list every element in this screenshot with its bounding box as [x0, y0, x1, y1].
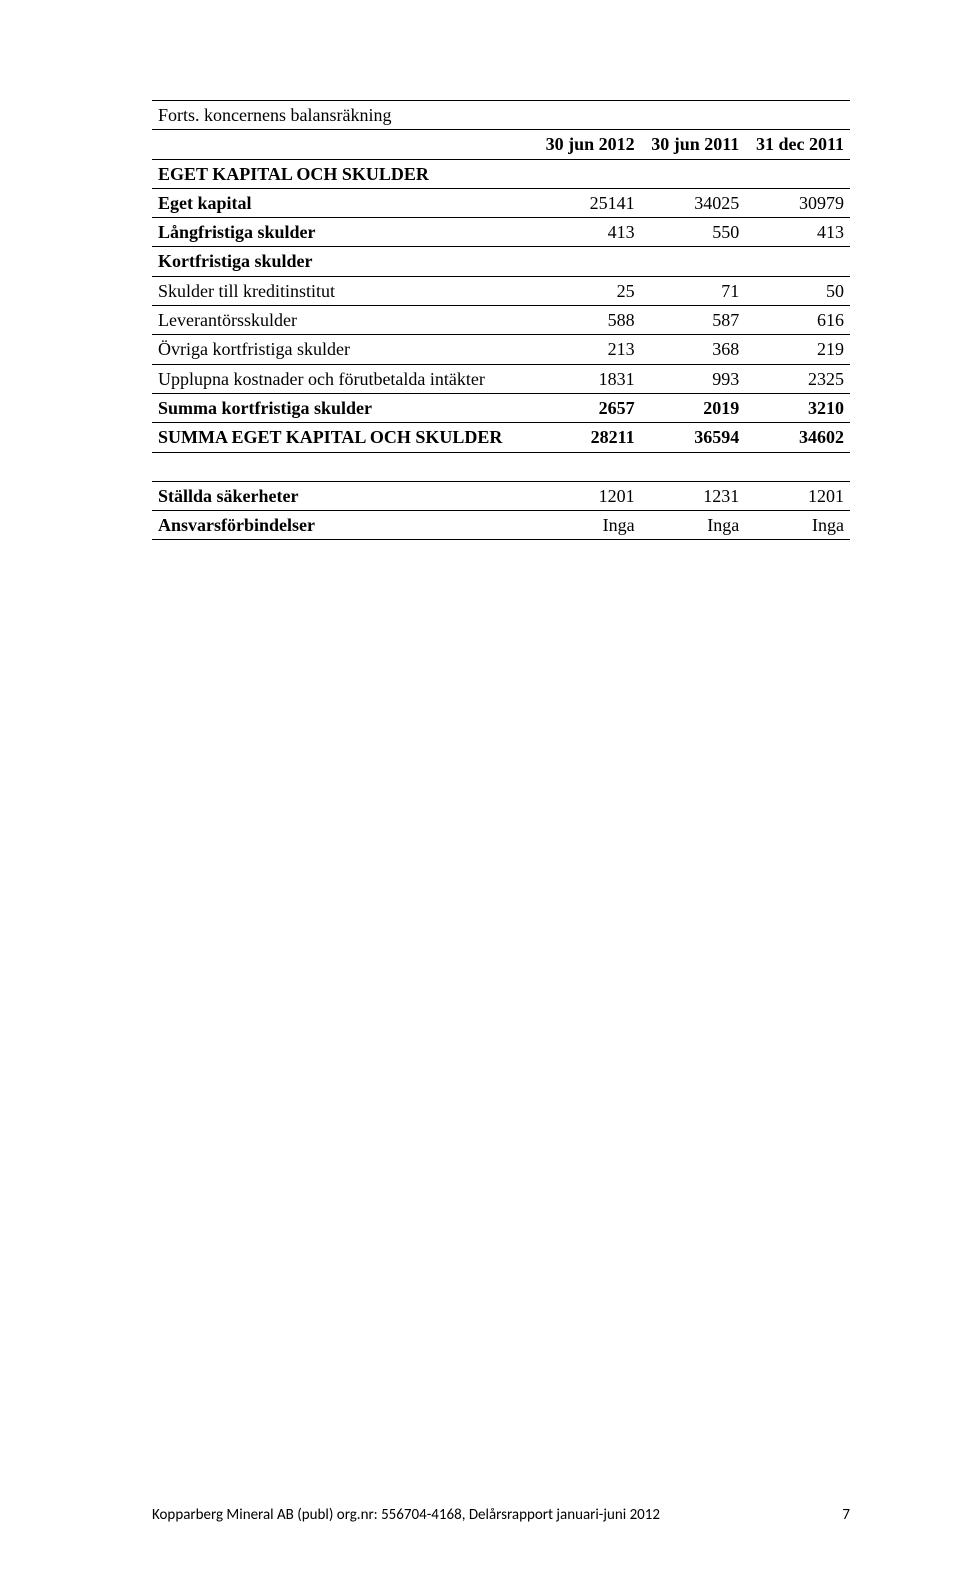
table-row: Skulder till kreditinstitut 25 71 50 [152, 276, 850, 305]
row-val: Inga [641, 511, 746, 540]
table-caption-row: Forts. koncernens balansräkning [152, 101, 850, 130]
row-val: 34025 [641, 188, 746, 217]
row-val: 368 [641, 335, 746, 364]
section-title-row: Kortfristiga skulder [152, 247, 850, 276]
row-val: 71 [641, 276, 746, 305]
row-val: Inga [745, 511, 850, 540]
section-title-1: EGET KAPITAL OCH SKULDER [152, 159, 536, 188]
row-label: Ställda säkerheter [152, 481, 536, 510]
page-container: Forts. koncernens balansräkning 30 jun 2… [0, 0, 960, 1580]
table-row: Långfristiga skulder 413 550 413 [152, 218, 850, 247]
table-row: Upplupna kostnader och förutbetalda intä… [152, 364, 850, 393]
header-col-1: 30 jun 2012 [536, 130, 641, 159]
summary-row: SUMMA EGET KAPITAL OCH SKULDER 28211 365… [152, 423, 850, 452]
row-val: 616 [745, 306, 850, 335]
row-val: 3210 [745, 393, 850, 422]
row-val: 588 [536, 306, 641, 335]
table-caption: Forts. koncernens balansräkning [152, 101, 536, 130]
row-val: 50 [745, 276, 850, 305]
row-val: 2325 [745, 364, 850, 393]
row-val: 993 [641, 364, 746, 393]
row-label: Ansvarsförbindelser [152, 511, 536, 540]
balance-table: Forts. koncernens balansräkning 30 jun 2… [152, 100, 850, 540]
row-val: 587 [641, 306, 746, 335]
row-val: 25 [536, 276, 641, 305]
table-row: Övriga kortfristiga skulder 213 368 219 [152, 335, 850, 364]
row-val: 213 [536, 335, 641, 364]
row-label: Eget kapital [152, 188, 536, 217]
page-number: 7 [830, 1506, 850, 1524]
row-val: 2657 [536, 393, 641, 422]
pledged-row: Ställda säkerheter 1201 1231 1201 [152, 481, 850, 510]
footer-text: Kopparberg Mineral AB (publ) org.nr: 556… [152, 1506, 660, 1524]
row-label: Upplupna kostnader och förutbetalda intä… [152, 364, 536, 393]
row-val: 36594 [641, 423, 746, 452]
summary-row: Summa kortfristiga skulder 2657 2019 321… [152, 393, 850, 422]
row-label: Övriga kortfristiga skulder [152, 335, 536, 364]
row-val: 413 [745, 218, 850, 247]
header-col-2: 30 jun 2011 [641, 130, 746, 159]
row-label: Långfristiga skulder [152, 218, 536, 247]
section-title-2: Kortfristiga skulder [152, 247, 536, 276]
row-val: 2019 [641, 393, 746, 422]
row-val: 25141 [536, 188, 641, 217]
row-val: 30979 [745, 188, 850, 217]
row-label: Summa kortfristiga skulder [152, 393, 536, 422]
table-row: Eget kapital 25141 34025 30979 [152, 188, 850, 217]
row-val: 1231 [641, 481, 746, 510]
row-val: 1201 [536, 481, 641, 510]
row-val: 1831 [536, 364, 641, 393]
row-val: Inga [536, 511, 641, 540]
row-val: 550 [641, 218, 746, 247]
row-val: 413 [536, 218, 641, 247]
table-row: Leverantörsskulder 588 587 616 [152, 306, 850, 335]
table-header-row: 30 jun 2012 30 jun 2011 31 dec 2011 [152, 130, 850, 159]
row-val: 1201 [745, 481, 850, 510]
contingent-row: Ansvarsförbindelser Inga Inga Inga [152, 511, 850, 540]
header-col-3: 31 dec 2011 [745, 130, 850, 159]
row-val: 28211 [536, 423, 641, 452]
row-label: Skulder till kreditinstitut [152, 276, 536, 305]
row-val: 34602 [745, 423, 850, 452]
row-val: 219 [745, 335, 850, 364]
row-label: SUMMA EGET KAPITAL OCH SKULDER [152, 423, 536, 452]
page-footer: Kopparberg Mineral AB (publ) org.nr: 556… [152, 1506, 850, 1524]
row-label: Leverantörsskulder [152, 306, 536, 335]
section-title-row: EGET KAPITAL OCH SKULDER [152, 159, 850, 188]
empty-row [152, 452, 850, 481]
